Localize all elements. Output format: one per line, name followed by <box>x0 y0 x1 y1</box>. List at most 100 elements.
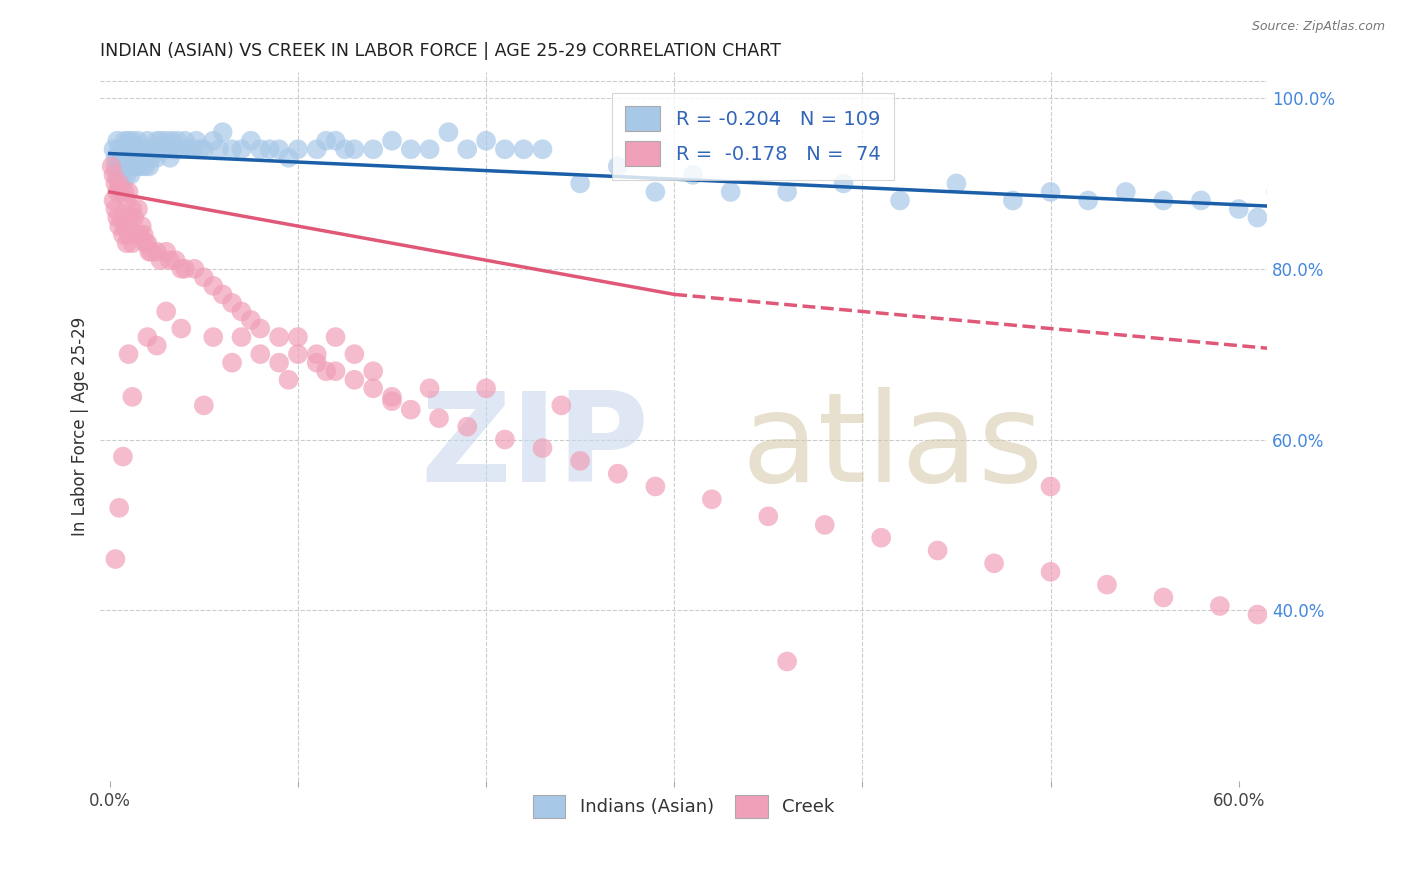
Text: ZIP: ZIP <box>420 387 648 508</box>
Point <box>128 151 150 165</box>
Point <box>249 142 271 156</box>
Point <box>193 398 215 412</box>
Point <box>108 177 131 191</box>
Point <box>239 134 262 148</box>
Point <box>142 142 165 156</box>
Point <box>1284 202 1306 216</box>
Point <box>146 134 169 148</box>
Point <box>315 364 337 378</box>
Point <box>644 479 666 493</box>
Point <box>287 330 309 344</box>
Point <box>494 142 516 156</box>
Point <box>259 142 281 156</box>
Point <box>1152 591 1174 605</box>
Text: INDIAN (ASIAN) VS CREEK IN LABOR FORCE | AGE 25-29 CORRELATION CHART: INDIAN (ASIAN) VS CREEK IN LABOR FORCE |… <box>100 42 782 60</box>
Point <box>155 134 177 148</box>
Point <box>343 373 366 387</box>
Point <box>361 364 384 378</box>
Point <box>208 142 231 156</box>
Point <box>1340 219 1362 233</box>
Point <box>160 134 183 148</box>
Point <box>211 125 233 139</box>
Point <box>720 185 742 199</box>
Point <box>221 356 243 370</box>
Point <box>149 134 172 148</box>
Point <box>111 177 134 191</box>
Point <box>127 134 149 148</box>
Point <box>108 142 131 156</box>
Point <box>108 177 131 191</box>
Point <box>202 134 225 148</box>
Point <box>776 655 799 669</box>
Point <box>437 125 460 139</box>
Point <box>159 253 181 268</box>
Point <box>114 134 136 148</box>
Point <box>115 168 138 182</box>
Point <box>249 321 271 335</box>
Text: Source: ZipAtlas.com: Source: ZipAtlas.com <box>1251 20 1385 33</box>
Point <box>1284 615 1306 630</box>
Point <box>155 244 177 259</box>
Point <box>117 347 139 361</box>
Point <box>174 261 197 276</box>
Point <box>277 151 299 165</box>
Point <box>181 142 204 156</box>
Point <box>121 134 143 148</box>
Point <box>177 142 200 156</box>
Point <box>569 177 592 191</box>
Point <box>110 211 132 225</box>
Point <box>132 151 155 165</box>
Point <box>165 142 187 156</box>
Point <box>419 381 441 395</box>
Point <box>120 151 142 165</box>
Point <box>121 390 143 404</box>
Point <box>115 194 138 208</box>
Point <box>141 244 163 259</box>
Point <box>115 142 138 156</box>
Point <box>475 381 498 395</box>
Text: atlas: atlas <box>742 387 1045 508</box>
Point <box>152 142 174 156</box>
Point <box>419 142 441 156</box>
Point <box>1077 194 1099 208</box>
Point <box>104 177 127 191</box>
Point <box>606 159 628 173</box>
Point <box>157 142 180 156</box>
Point <box>606 467 628 481</box>
Point <box>114 159 136 173</box>
Point <box>325 364 347 378</box>
Point <box>120 168 142 182</box>
Point <box>105 134 128 148</box>
Point <box>121 142 143 156</box>
Point <box>531 142 554 156</box>
Point <box>531 441 554 455</box>
Point <box>105 211 128 225</box>
Point <box>231 142 253 156</box>
Point <box>682 168 704 182</box>
Point <box>983 557 1005 571</box>
Point <box>134 236 156 251</box>
Point <box>131 159 153 173</box>
Point <box>1246 607 1268 622</box>
Point <box>146 244 169 259</box>
Point <box>427 411 450 425</box>
Point <box>100 159 122 173</box>
Point <box>105 185 128 199</box>
Point <box>136 142 159 156</box>
Point <box>148 142 170 156</box>
Point <box>110 168 132 182</box>
Point <box>814 517 837 532</box>
Point <box>110 151 132 165</box>
Point <box>569 454 592 468</box>
Point <box>114 151 136 165</box>
Point <box>381 394 404 409</box>
Point <box>108 159 131 173</box>
Point <box>1227 202 1250 216</box>
Point <box>1039 565 1062 579</box>
Point <box>700 492 723 507</box>
Point <box>1039 185 1062 199</box>
Point <box>125 142 148 156</box>
Point <box>121 236 143 251</box>
Point <box>269 330 291 344</box>
Point <box>117 134 139 148</box>
